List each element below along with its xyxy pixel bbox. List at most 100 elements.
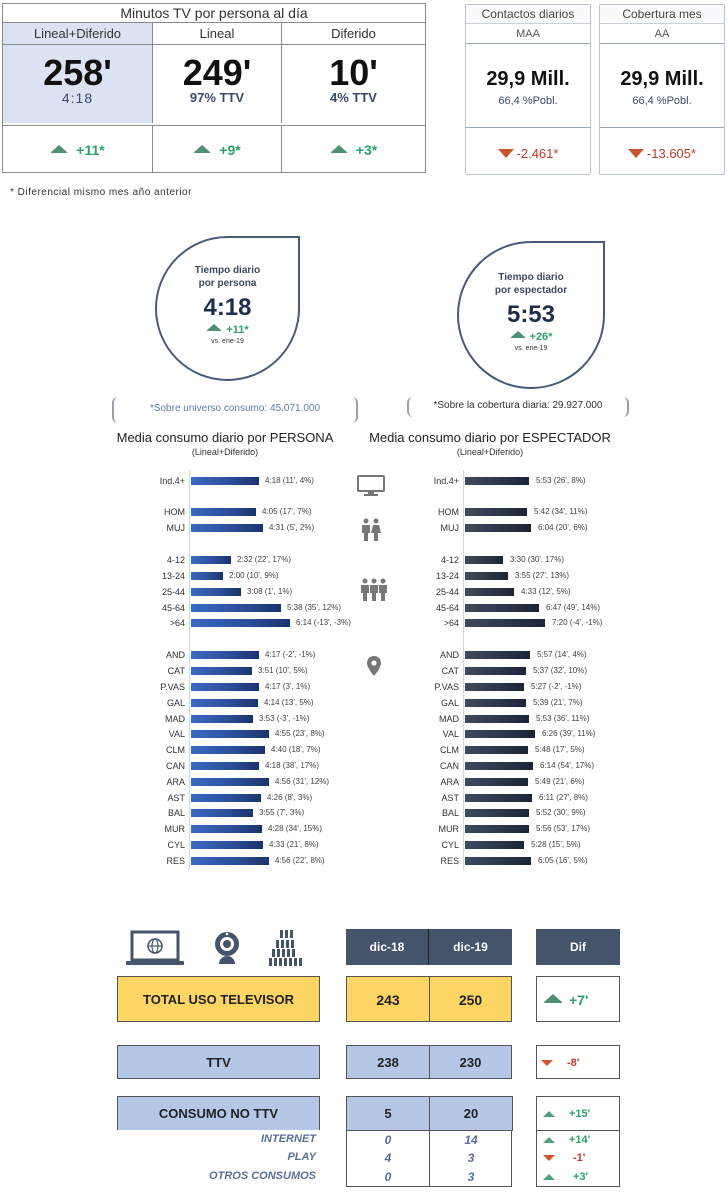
row-label-ttv: TTV <box>117 1045 320 1079</box>
note-universo: *Sobre universo consumo: 45.071.000 <box>112 397 358 423</box>
bar-value-label: 4:18 (38', 17%) <box>265 761 320 770</box>
bar-row: HOM 5:42 (34', 11%) <box>438 505 587 519</box>
chart-left-subtitle: (Lineal+Diferido) <box>191 447 259 457</box>
drop-vs: vs. ene-19 <box>514 345 548 352</box>
bar-row: CAN 4:18 (38', 17%) <box>166 759 319 773</box>
bar-label: 4-12 <box>440 555 459 565</box>
drop-dif: +11* <box>157 324 298 336</box>
bar-row: CAT 5:37 (32', 10%) <box>442 664 587 678</box>
bar-label: RES <box>166 856 185 866</box>
bar-value-label: 2:00 (10', 9%) <box>229 571 279 580</box>
cell-ttv-dif: -8' <box>536 1045 620 1079</box>
bar-row: GAL 5:39 (21', 7%) <box>441 696 583 710</box>
row-label-total: TOTAL USO TELEVISOR <box>117 976 320 1022</box>
bar-value-label: 3:08 (1', 1%) <box>247 587 293 596</box>
cell-play-dic19: 3 <box>467 1151 475 1165</box>
bar-value-label: 5:53 (26', 8%) <box>536 476 586 485</box>
col-lineal: Lineal 249' 97% TTV <box>153 23 282 123</box>
minutos-tv-table: Minutos TV por persona al día Lineal+Dif… <box>2 3 426 173</box>
bar <box>191 651 259 659</box>
header-dic-18: dic-18 <box>346 929 429 965</box>
bar <box>191 667 252 675</box>
couple-icon <box>362 518 381 541</box>
bar-value-label: 4:33 (21', 8%) <box>269 840 319 849</box>
bar-value-label: 4:55 (23', 8%) <box>275 729 325 738</box>
bar-row: 45-64 6:47 (49', 14%) <box>436 601 600 615</box>
webcam-icon <box>215 932 239 964</box>
bar-row: >64 7:20 (-4', -1%) <box>444 616 603 630</box>
bar-value-label: 5:52 (30', 9%) <box>536 808 586 817</box>
bar-value-label: 2:32 (22', 17%) <box>237 555 292 564</box>
bar-row: AND 4:17 (-2', -1%) <box>166 648 315 662</box>
col-header: Diferido <box>282 23 425 45</box>
col-value: 249' <box>182 52 252 93</box>
bar-label: ARA <box>440 777 459 787</box>
bar-row: RES 4:56 (22', 8%) <box>166 854 324 868</box>
left-axis <box>189 470 190 870</box>
bar-label: BAL <box>167 808 185 818</box>
bar <box>191 524 263 532</box>
bar-label: MUR <box>438 824 460 834</box>
bar-label: HOM <box>164 507 185 517</box>
col-value: 258' <box>43 52 112 93</box>
cell-total-dic18: 243 <box>346 976 430 1022</box>
bar-value-label: 5:38 (35', 12%) <box>287 603 342 612</box>
bar-value-label: 3:55 (7', 3%) <box>259 808 305 817</box>
sub-label-otros: OTROS CONSUMOS <box>209 1170 316 1182</box>
bar-value-label: 3:30 (30', 17%) <box>510 555 565 564</box>
bar-label: AND <box>439 650 459 660</box>
kpi-value: 29,9 Mill. <box>486 68 570 90</box>
cell-total-dic19: 250 <box>429 976 512 1022</box>
down-arrow-icon <box>497 149 514 158</box>
bar-row: P.VAS 5:27 (-2', -1%) <box>434 680 581 694</box>
kpi-cobertura-mes: Cobertura mes AA 29,9 Mill. 66,4 %Pobl. … <box>599 4 725 175</box>
right-axis <box>463 470 464 870</box>
tv-icon <box>357 475 385 496</box>
kpi-value: 29,9 Mill. <box>620 68 704 90</box>
bar-row: 25-44 3:08 (1', 1%) <box>162 585 292 599</box>
up-arrow-icon <box>543 994 563 1003</box>
bar <box>465 477 529 485</box>
cell-ttv-dic19: 230 <box>429 1045 512 1079</box>
bar-label: AST <box>441 793 459 803</box>
bar-value-label: 6:11 (27', 8%) <box>539 793 588 802</box>
kpi-title: Cobertura mes <box>600 5 724 24</box>
bar <box>465 825 529 833</box>
bar-label: RES <box>440 856 459 866</box>
bar <box>191 857 269 865</box>
bar-value-label: 5:37 (32', 10%) <box>533 666 588 675</box>
bar-value-label: 5:56 (53', 17%) <box>536 824 591 833</box>
bar-value-label: 3:55 (27', 13%) <box>515 571 570 580</box>
down-arrow-icon <box>627 149 644 158</box>
kpi-subtitle: AA <box>600 24 724 44</box>
bar-row: HOM 4:05 (17', 7%) <box>164 505 312 519</box>
bar <box>465 794 532 802</box>
footnote: * Diferencial mismo mes año anterior <box>10 187 192 198</box>
bar <box>465 556 503 564</box>
bar-row: AND 5:57 (14', 4%) <box>440 648 587 662</box>
bar <box>465 730 535 738</box>
bar-row: RES 6:05 (16', 5%) <box>440 854 587 868</box>
minutos-table-title: Minutos TV por persona al día <box>3 4 425 23</box>
bar-label: CYL <box>167 840 185 850</box>
bar-value-label: 4:31 (5', 2%) <box>269 523 315 532</box>
bar-row: CYL 5:28 (15', 5%) <box>441 838 580 852</box>
bar-label: CYL <box>441 840 459 850</box>
down-arrow-icon <box>543 1155 555 1161</box>
drop-value: 5:53 <box>506 301 556 328</box>
bar-value-label: 4:17 (-2', -1%) <box>265 650 316 659</box>
bar <box>465 857 531 865</box>
bar-row: MAD 3:53 (-3', -1%) <box>165 712 309 726</box>
bar-label: GAL <box>440 698 459 708</box>
bar <box>465 746 528 754</box>
bar-label: AND <box>165 650 185 660</box>
bar <box>191 572 223 580</box>
bar <box>191 477 259 485</box>
bar <box>465 508 527 516</box>
bar-row: P.VAS 4:17 (3', 1%) <box>160 680 310 694</box>
bar-value-label: 4:56 (31', 12%) <box>275 777 330 786</box>
bar-value-label: 6:14 (-13', -3%) <box>296 618 351 627</box>
cell-no-ttv-dif: +15' <box>537 1097 619 1131</box>
bar-row: GAL 4:14 (13', 5%) <box>167 696 314 710</box>
cell-otros-dic18: 0 <box>384 1170 392 1184</box>
